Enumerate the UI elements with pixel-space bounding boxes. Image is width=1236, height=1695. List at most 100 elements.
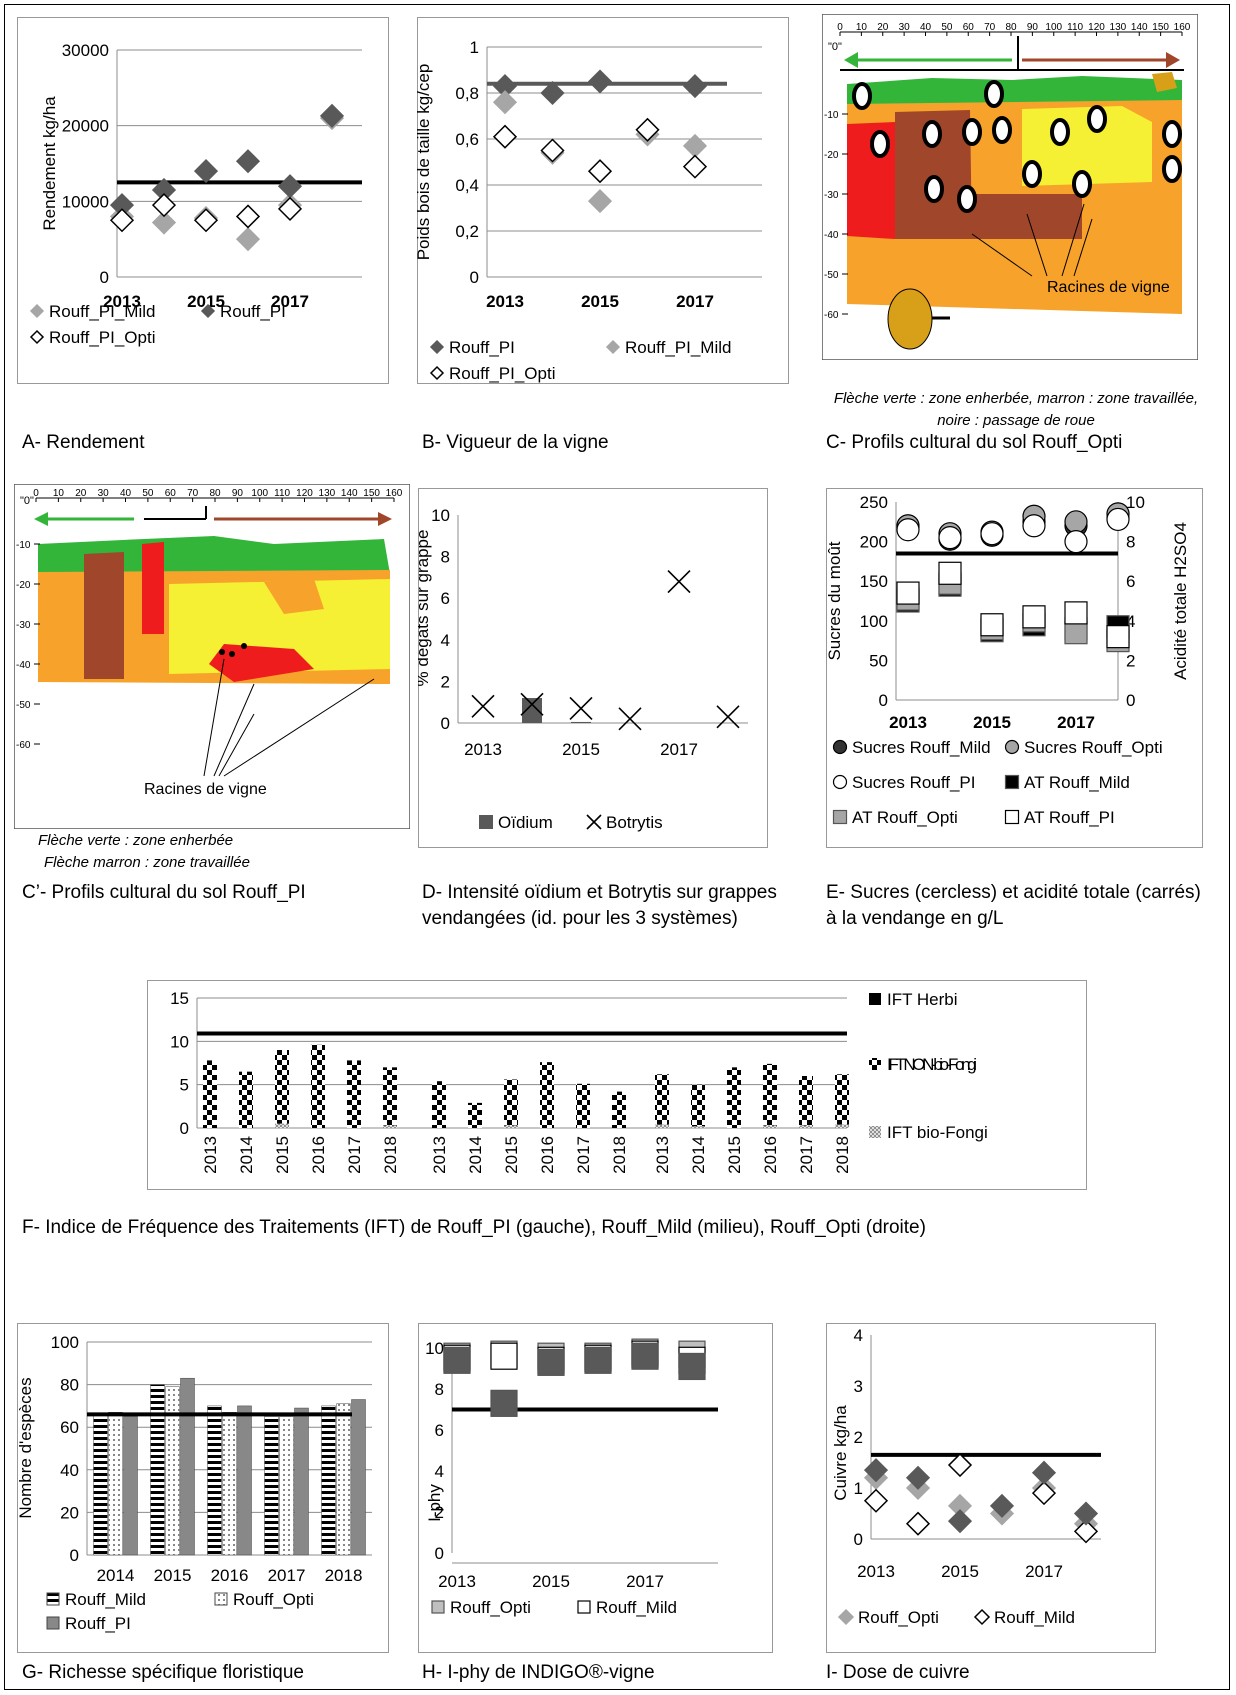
depth-label: -20 — [16, 580, 31, 591]
ruler-label: 40 — [120, 488, 132, 499]
x-tick-label: 2015 — [581, 292, 619, 311]
ruler-label: 160 — [386, 488, 403, 499]
bar — [207, 1405, 222, 1556]
bar-non-bio — [835, 1074, 849, 1128]
data-point — [947, 1509, 973, 1534]
legend-item: Rouff_Mild — [577, 1598, 677, 1617]
data-point — [235, 149, 261, 174]
y-tick-label: 6 — [441, 589, 450, 608]
legend-label: Rouff_PI_Opti — [49, 328, 155, 347]
legend-marker — [431, 1600, 445, 1614]
legend-item: AT Rouff_PI — [1004, 808, 1115, 827]
chart-h-iphy: 0 2 4 6 8 10 I-phy 2013 2015 2017 Rouff_Opti Rouff_… — [425, 1338, 718, 1617]
legend-swatch — [869, 1126, 881, 1138]
y-axis-label: Nombre d'espèces — [17, 1377, 35, 1518]
ruler-label: 100 — [251, 488, 268, 499]
green-arrow-head — [844, 52, 858, 68]
depth-label: -60 — [824, 310, 839, 321]
root-ellipse — [1022, 160, 1042, 188]
data-point — [587, 159, 613, 184]
legend-item: Rouff_PI_Opti — [29, 328, 155, 347]
data-point — [1064, 601, 1088, 625]
ruler-label: 30 — [899, 22, 911, 33]
data-point — [618, 707, 642, 731]
legend-marker — [577, 1600, 591, 1614]
depth-label: -50 — [16, 700, 31, 711]
y-tick-label: 30000 — [62, 41, 109, 60]
y-tick-label: 2 — [1126, 651, 1135, 670]
legend-item: Botrytis — [586, 813, 663, 832]
x-tick-label: 2016 — [538, 1136, 557, 1174]
legend-swatch — [214, 1592, 228, 1606]
x-tick-label: 2018 — [610, 1136, 629, 1174]
data-point — [896, 518, 920, 542]
depth-label: -60 — [16, 740, 31, 751]
data-point — [443, 1346, 471, 1374]
data-point — [277, 174, 303, 199]
x-tick-label: 2017 — [574, 1136, 593, 1174]
data-point — [938, 561, 962, 585]
chart-i-cuivre: 0 1 2 3 4 Cuivre kg/ha 2013 2015 2017 Rouff_Opti R… — [831, 1326, 1101, 1627]
data-point — [319, 103, 345, 128]
legend-marker — [973, 1608, 991, 1626]
ruler-label: 20 — [877, 22, 889, 33]
legend-marker — [605, 339, 621, 355]
legend-item: Rouff_Opti — [214, 1590, 314, 1609]
y-tick-label: 6 — [435, 1421, 444, 1440]
data-point — [490, 1342, 518, 1370]
y-axis-label: I-phy — [425, 1484, 444, 1522]
x-tick-label: 2015 — [532, 1572, 570, 1591]
x-tick-label: 2017 — [626, 1572, 664, 1591]
bar-non-bio — [691, 1084, 705, 1128]
x-tick-label: 2013 — [430, 1136, 449, 1174]
data-point — [193, 208, 219, 233]
x-tick-label: 2015 — [154, 1566, 192, 1585]
x-tick-label: 2017 — [660, 740, 698, 759]
root-ellipse — [1162, 155, 1182, 183]
legend-marker — [200, 303, 216, 319]
y-tick-label: 0,8 — [455, 84, 479, 103]
green-arrow-head-cp — [34, 512, 48, 526]
y-tick-label: 10 — [170, 1032, 189, 1051]
data-point — [1031, 1460, 1057, 1485]
depth-label: -10 — [824, 110, 839, 121]
x-tick-label: 2014 — [97, 1566, 135, 1585]
bar-non-bio — [311, 1044, 325, 1128]
legend-label: Rouff_Mild — [596, 1598, 677, 1617]
data-point — [109, 208, 135, 233]
legend-item: Rouff_PI_Mild — [605, 338, 731, 357]
x-tick-label: 2017 — [345, 1136, 364, 1174]
legend-item: Sucres Rouff_PI — [832, 773, 975, 792]
legend-swatch — [869, 1058, 881, 1070]
y-tick-label: 0 — [435, 1544, 444, 1563]
x-tick-label: 2014 — [237, 1136, 256, 1174]
root-ellipse — [924, 175, 944, 203]
caption-h: H- I-phy de INDIGO®-vigne — [422, 1662, 655, 1683]
caption-b: B- Vigueur de la vigne — [422, 432, 609, 453]
legend-label: Sucres Rouff_Opti — [1024, 738, 1163, 757]
legend-label: Sucres Rouff_PI — [852, 773, 975, 792]
x-tick-label: 2015 — [973, 713, 1011, 732]
data-point — [980, 613, 1004, 637]
x-tick-label: 2017 — [1025, 1562, 1063, 1581]
x-tick-label: 2013 — [486, 292, 524, 311]
root-ellipse — [870, 130, 890, 158]
legend-label: IFT bio-Fongi — [887, 1123, 988, 1142]
brown-arrow-head — [1166, 52, 1180, 68]
x-tick-label: 2018 — [325, 1566, 363, 1585]
data-point — [587, 189, 613, 214]
ruler-label: 110 — [274, 488, 290, 499]
bar-non-bio — [383, 1067, 397, 1128]
legend-label: Rouff_PI_Mild — [49, 302, 155, 321]
root-ellipse — [957, 185, 977, 213]
ruler-label: 120 — [1088, 22, 1105, 33]
legend-item: AT Rouff_Opti — [832, 808, 958, 827]
y-tick-label: 20 — [60, 1503, 79, 1522]
y-tick-label: 0 — [180, 1119, 189, 1138]
x-tick-label: 2017 — [797, 1136, 816, 1174]
ruler-label: 140 — [341, 488, 358, 499]
bar-non-bio — [763, 1063, 777, 1128]
data-point — [1106, 625, 1130, 649]
zero-label-cp: "0" — [20, 495, 34, 507]
ruler-label: 120 — [296, 488, 313, 499]
